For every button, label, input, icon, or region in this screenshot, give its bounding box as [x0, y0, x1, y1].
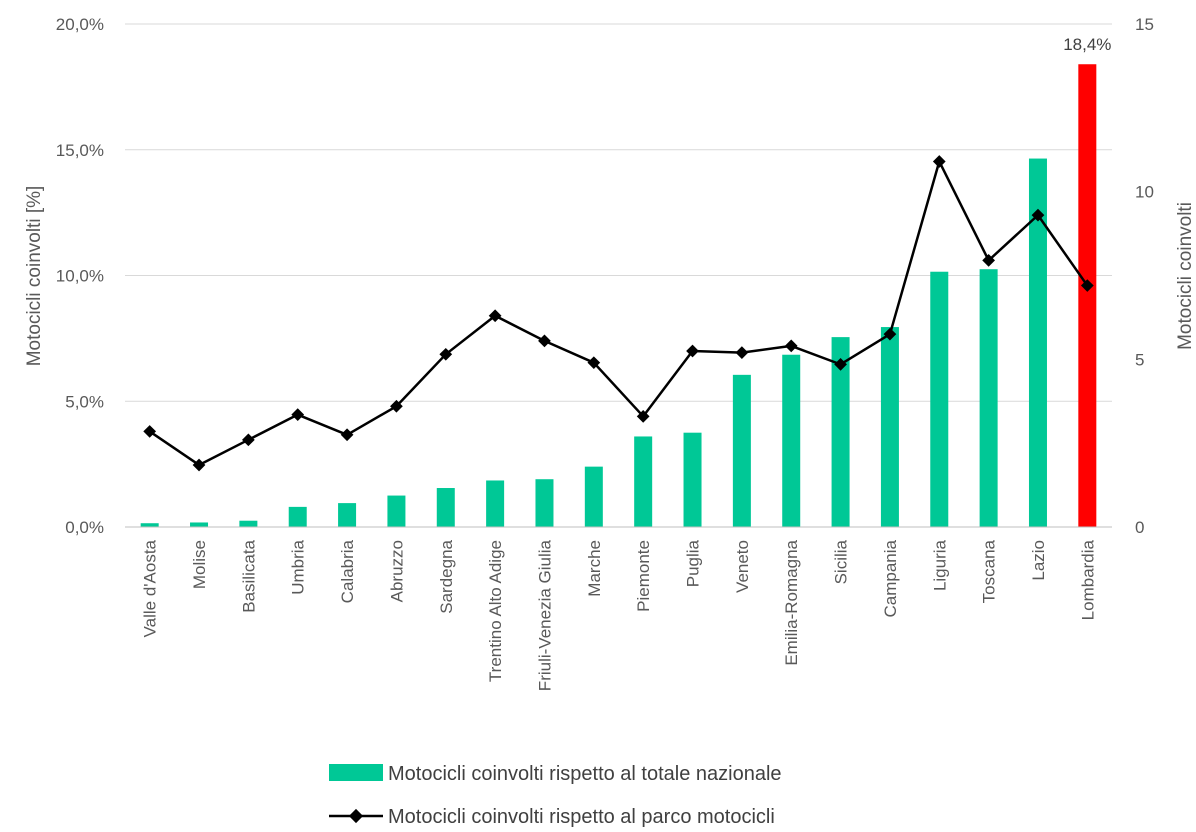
axes: 0,0% 5,0% 10,0% 15,0% 20,0% 0 5 10 15 [56, 15, 1154, 537]
bar [831, 337, 850, 527]
data-label: 18,4% [1063, 35, 1111, 54]
x-tick-label: Umbria [289, 539, 308, 594]
line-point [340, 428, 354, 442]
line-point [439, 347, 453, 361]
right-tick-label: 0 [1135, 518, 1144, 537]
bar [338, 503, 357, 527]
bar [535, 479, 554, 527]
right-tick-label: 15 [1135, 15, 1154, 34]
line-point [192, 458, 206, 472]
left-tick-label: 5,0% [65, 392, 104, 411]
legend-bar-label: Motocicli coinvolti rispetto al totale n… [388, 763, 782, 785]
left-tick-label: 0,0% [65, 518, 104, 537]
x-tick-label: Abruzzo [387, 540, 406, 602]
bar [1078, 64, 1097, 528]
line-point [143, 425, 157, 438]
x-tick-label: Liguria [930, 539, 949, 591]
x-tick-labels: Valle d'Aosta Molise Basilicata Umbria Calab… [141, 539, 1098, 691]
x-tick-label: Campania [881, 539, 900, 617]
bar [140, 523, 159, 527]
x-tick-label: Trentino Alto Adige [486, 540, 505, 682]
bar [732, 374, 751, 527]
bar [239, 520, 258, 527]
bar [782, 354, 801, 527]
legend: Motocicli coinvolti rispetto al totale n… [329, 763, 782, 828]
bars: 18,4% [140, 35, 1111, 528]
line-point [538, 334, 551, 348]
x-tick-label: Marche [585, 540, 604, 597]
x-tick-label: Toscana [980, 539, 999, 603]
left-axis-title: Motocicli coinvolti [%] [24, 186, 45, 367]
bar [880, 327, 899, 527]
right-axis-title: Motocicli coinvolti [1175, 202, 1196, 350]
x-tick-label: Emilia-Romagna [782, 539, 801, 665]
left-tick-label: 10,0% [56, 267, 104, 286]
series-line [148, 160, 1089, 467]
bar [979, 269, 998, 527]
line-point [488, 309, 502, 323]
bar [190, 522, 209, 527]
x-tick-label: Lazio [1029, 540, 1048, 581]
line-point [390, 399, 403, 413]
bar [436, 488, 455, 527]
x-tick-label: Friuli-Venezia Giulia [535, 539, 554, 691]
bar [930, 271, 949, 527]
bar [486, 480, 505, 527]
x-tick-label: Piemonte [634, 540, 653, 612]
x-tick-label: Sardegna [437, 539, 456, 613]
x-tick-label: Veneto [733, 540, 752, 593]
right-tick-label: 10 [1135, 183, 1154, 202]
left-tick-label: 15,0% [56, 141, 104, 160]
x-tick-label: Calabria [338, 539, 357, 603]
bar [288, 506, 307, 527]
bar [683, 432, 702, 527]
legend-line-marker [348, 808, 364, 824]
bar [634, 436, 653, 527]
line-point [784, 339, 798, 353]
x-tick-label: Sicilia [832, 539, 851, 584]
line-series [143, 155, 1094, 472]
right-tick-label: 5 [1135, 350, 1144, 369]
x-tick-label: Puglia [684, 539, 703, 587]
left-tick-label: 20,0% [56, 15, 104, 34]
line-point [735, 346, 749, 359]
bar [1028, 158, 1047, 528]
x-tick-label: Molise [190, 540, 209, 589]
bar [584, 466, 603, 527]
line-point [291, 408, 305, 422]
x-tick-label: Lombardia [1078, 539, 1097, 620]
x-tick-label: Valle d'Aosta [141, 539, 160, 637]
line-point [242, 433, 255, 447]
legend-line-label: Motocicli coinvolti rispetto al parco mo… [388, 806, 775, 828]
line-point [932, 155, 946, 168]
bar [387, 495, 406, 527]
legend-bar-swatch [329, 764, 383, 781]
x-tick-label: Basilicata [239, 539, 258, 612]
